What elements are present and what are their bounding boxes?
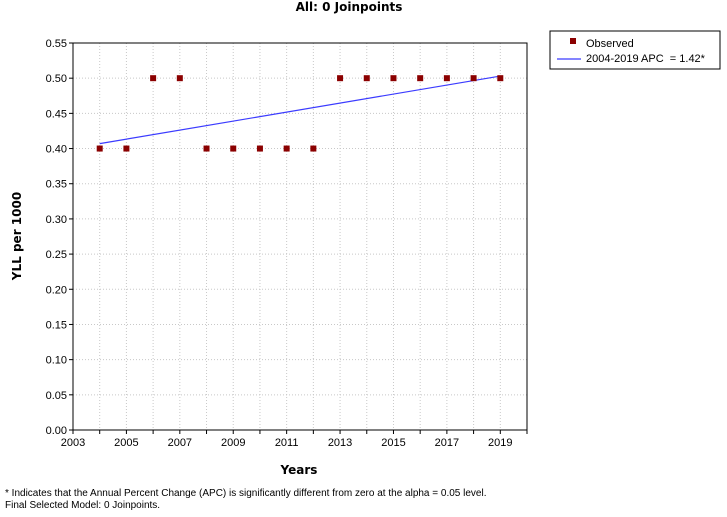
x-tick-label: 2015 [381, 437, 405, 449]
x-tick-label: 2011 [275, 437, 299, 449]
observed-point [417, 75, 424, 82]
observed-point [96, 145, 103, 152]
y-tick-label: 0.40 [46, 144, 67, 156]
observed-point [337, 75, 344, 82]
plot-area [72, 42, 528, 431]
y-axis-label: YLL per 1000 [10, 192, 24, 281]
observed-point [230, 145, 237, 152]
footnote-final-model: Final Selected Model: 0 Joinpoints. [5, 500, 161, 511]
axis-ticks: 2003 2005 2007 2009 2011 2013 2015 2017 2019 0.00… [46, 38, 528, 449]
y-tick-label: 0.50 [46, 73, 67, 85]
apc-trend-line [99, 75, 501, 145]
observed-point [150, 75, 157, 82]
x-tick-label: 2019 [488, 437, 512, 449]
y-tick-label: 0.15 [46, 319, 67, 331]
legend-box [549, 30, 721, 70]
y-tick-label: 0.10 [46, 355, 67, 367]
legend: Observed 2004-2019 APC = 1.42* [549, 30, 721, 70]
observed-point [310, 145, 317, 152]
x-tick-label: 2007 [168, 437, 192, 449]
observed-point [283, 145, 290, 152]
observed-point [443, 75, 450, 82]
legend-apc-label: 2004-2019 APC = 1.42* [586, 53, 706, 65]
x-tick-label: 2003 [61, 437, 85, 449]
observed-point [256, 145, 263, 152]
y-tick-label: 0.05 [46, 390, 67, 402]
y-tick-label: 0.55 [46, 38, 67, 50]
legend-observed-label: Observed [586, 38, 634, 50]
x-tick-label: 2009 [221, 437, 245, 449]
y-tick-label: 0.30 [46, 214, 67, 226]
x-tick-label: 2017 [435, 437, 459, 449]
x-tick-label: 2005 [114, 437, 138, 449]
y-tick-label: 0.00 [46, 425, 67, 437]
x-axis-label: Years [280, 463, 318, 477]
chart-title: All: 0 Joinpoints [296, 0, 403, 14]
footnote-significance: * Indicates that the Annual Percent Chan… [5, 488, 487, 499]
observed-point [123, 145, 130, 152]
y-tick-label: 0.45 [46, 108, 67, 120]
y-tick-label: 0.25 [46, 249, 67, 261]
grid [73, 43, 527, 430]
x-tick-label: 2013 [328, 437, 352, 449]
observed-point [203, 145, 210, 152]
y-tick-label: 0.20 [46, 284, 67, 296]
observed-point [176, 75, 183, 82]
series [96, 75, 504, 152]
legend-observed-marker [570, 38, 576, 44]
observed-point [470, 75, 477, 82]
observed-point [363, 75, 370, 82]
observed-point [390, 75, 397, 82]
y-tick-label: 0.35 [46, 179, 67, 191]
observed-point [497, 75, 504, 82]
